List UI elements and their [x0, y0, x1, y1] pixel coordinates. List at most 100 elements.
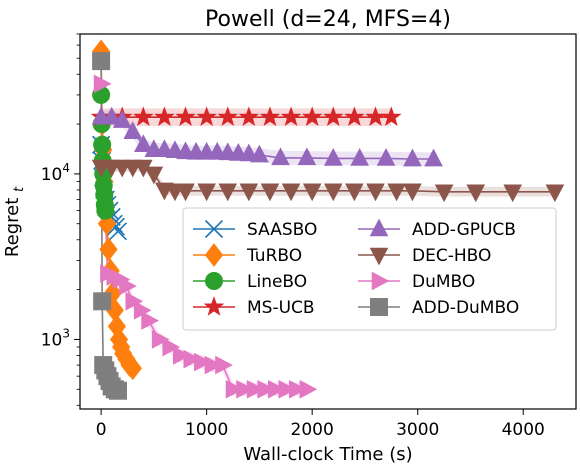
point-dumbo: [278, 379, 297, 399]
point-dumbo: [194, 352, 212, 372]
legend-marker-saasbo: [204, 219, 224, 239]
point-add-gpucb: [403, 148, 422, 167]
point-dec-hbo: [434, 184, 454, 203]
point-dumbo: [183, 349, 202, 369]
point-ms-ucb: [259, 106, 281, 126]
point-ms-ucb: [154, 106, 175, 126]
point-dec-hbo: [403, 183, 422, 202]
point-dumbo: [151, 330, 170, 349]
legend-label-linebo: LineBO: [247, 272, 307, 292]
point-dumbo: [225, 379, 244, 399]
point-dec-hbo: [260, 183, 280, 202]
point-dumbo: [257, 379, 276, 399]
point-add-gpucb: [133, 134, 153, 153]
point-add-dumbo: [108, 381, 127, 400]
point-add-gpucb: [297, 147, 317, 166]
point-add-gpucb: [112, 110, 132, 128]
x-tick-label: 4000: [502, 420, 545, 440]
point-ms-ucb: [322, 106, 344, 126]
point-dec-hbo: [218, 183, 238, 202]
x-tick-label: 1000: [185, 420, 228, 440]
point-add-dumbo: [93, 292, 112, 311]
legend-label-dumbo: DuMBO: [412, 272, 475, 292]
point-dec-hbo: [281, 183, 301, 202]
point-ms-ucb: [381, 106, 402, 126]
point-dec-hbo: [503, 184, 523, 203]
point-ms-ucb: [344, 106, 365, 126]
point-dec-hbo: [345, 183, 364, 202]
point-dec-hbo: [144, 166, 164, 185]
point-dec-hbo: [302, 183, 322, 202]
legend-marker-add-dumbo: [370, 298, 388, 316]
y-axis-label: Regret t: [2, 186, 27, 257]
x-axis-label: Wall-clock Time (s): [243, 444, 412, 465]
point-linebo: [96, 201, 115, 220]
legend: SAASBO TuRBO LineBO MS-UCB ADD-GPUCB DEC-HBO D…: [182, 207, 557, 331]
point-ms-ucb: [301, 106, 323, 126]
point-dumbo: [172, 346, 191, 365]
legend-label-turbo: TuRBO: [246, 246, 302, 266]
point-add-gpucb: [271, 147, 290, 166]
point-add-gpucb: [350, 148, 369, 166]
legend-marker-turbo: [204, 243, 224, 267]
point-linebo: [93, 135, 112, 154]
point-dumbo: [141, 311, 160, 330]
point-dec-hbo: [366, 183, 385, 202]
point-dumbo: [289, 379, 307, 399]
point-dumbo: [162, 337, 181, 357]
x-tick-label: 3000: [396, 420, 439, 440]
y-axis-label-main: Regret: [2, 192, 23, 257]
point-add-dumbo: [92, 52, 111, 71]
point-add-gpucb: [376, 148, 396, 166]
legend-label-add-dumbo: ADD-DuMBO: [412, 298, 519, 318]
point-ms-ucb: [175, 106, 196, 126]
point-turbo: [99, 237, 118, 262]
legend-marker-dumbo: [371, 271, 390, 291]
point-dec-hbo: [176, 183, 195, 202]
legend-marker-dec-hbo: [369, 247, 389, 266]
x-tick-label: 2000: [291, 420, 334, 440]
plot-frame: [79, 33, 577, 410]
y-tick-label: 103: [41, 326, 70, 350]
point-dumbo: [204, 355, 223, 375]
point-dumbo: [93, 74, 112, 94]
point-dec-hbo: [387, 183, 406, 202]
point-dec-hbo: [239, 183, 259, 202]
y-tick-label: 104: [41, 161, 70, 185]
legend-marker-add-gpucb: [369, 218, 389, 237]
point-add-gpucb: [424, 148, 443, 167]
point-dec-hbo: [323, 183, 343, 202]
point-add-gpucb: [323, 148, 343, 166]
point-add-gpucb: [250, 144, 269, 163]
x-axis-ticks: 0 1000 2000 3000 4000: [96, 409, 545, 440]
y-axis-label-subscript: t: [12, 186, 27, 192]
legend-frame: [182, 207, 557, 331]
point-dumbo: [246, 379, 265, 399]
point-ms-ucb: [280, 106, 302, 126]
legend-marker-ms-ucb: [203, 296, 225, 316]
point-add-gpucb: [102, 106, 121, 125]
point-dec-hbo: [466, 184, 486, 203]
point-dumbo: [299, 379, 318, 399]
point-add-gpucb: [123, 121, 143, 139]
point-ms-ucb: [217, 106, 239, 126]
point-dec-hbo: [545, 184, 565, 203]
legend-label-add-gpucb: ADD-GPUCB: [412, 220, 516, 240]
point-dumbo: [215, 355, 233, 375]
legend-marker-linebo: [205, 272, 223, 290]
legend-label-dec-hbo: DEC-HBO: [412, 246, 491, 266]
y-axis-ticks: 103 104: [41, 33, 80, 406]
point-ms-ucb: [238, 106, 260, 126]
legend-label-saasbo: SAASBO: [247, 220, 317, 240]
point-dumbo: [236, 379, 254, 399]
point-ms-ucb: [196, 106, 217, 126]
point-ms-ucb: [133, 106, 154, 126]
legend-label-ms-ucb: MS-UCB: [247, 298, 315, 318]
point-turbo: [123, 356, 142, 381]
point-dumbo: [119, 276, 137, 296]
chart-title: Powell (d=24, MFS=4): [205, 7, 451, 32]
point-dumbo: [267, 379, 286, 399]
x-tick-label: 0: [96, 420, 107, 440]
point-dec-hbo: [197, 183, 216, 202]
